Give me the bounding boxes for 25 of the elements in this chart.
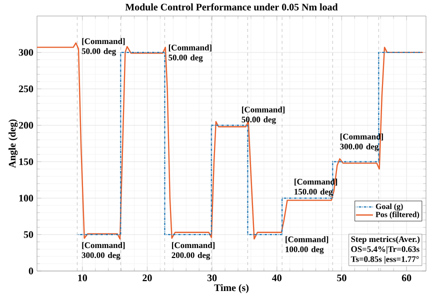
- x-tick-label: 10: [78, 274, 87, 282]
- y-tick-label: 250: [18, 85, 34, 92]
- x-tick-label: 50: [337, 274, 346, 282]
- y-tick-label: 50: [24, 231, 34, 238]
- annotation: [Command] 300.00 deg: [82, 242, 125, 260]
- annotation: [Command] 100.00 deg: [286, 236, 328, 254]
- y-axis-title: Angle (deg): [8, 119, 18, 168]
- y-tick-label: 100: [19, 194, 34, 202]
- x-tick-label: 40: [272, 274, 282, 282]
- x-axis-title: Time (s): [214, 284, 249, 294]
- y-tick-label: 0: [28, 268, 34, 274]
- y-tick-label: 300: [18, 49, 34, 56]
- chart-title: Module Control Performance under 0.05 Nm load: [125, 3, 338, 10]
- annotation: [Command] 50.00 deg: [242, 106, 285, 124]
- annotation: Ts=0.85s |ess=1.77°: [350, 256, 419, 264]
- annotation: [Command] 50.00 deg: [82, 38, 125, 56]
- x-tick-label: 60: [402, 274, 412, 282]
- x-tick-label: 30: [207, 274, 217, 282]
- annotation: [Command] 200.00 deg: [172, 242, 215, 260]
- y-tick-label: 200: [18, 122, 34, 129]
- annotation: Step metrics(Aver.): [351, 236, 420, 244]
- annotation: [Command] 50.00 deg: [168, 44, 212, 62]
- x-tick-label: 20: [142, 274, 152, 282]
- annotation: OS=5.4%|Tr=0.63s: [351, 246, 420, 254]
- y-tick-label: 150: [19, 158, 34, 166]
